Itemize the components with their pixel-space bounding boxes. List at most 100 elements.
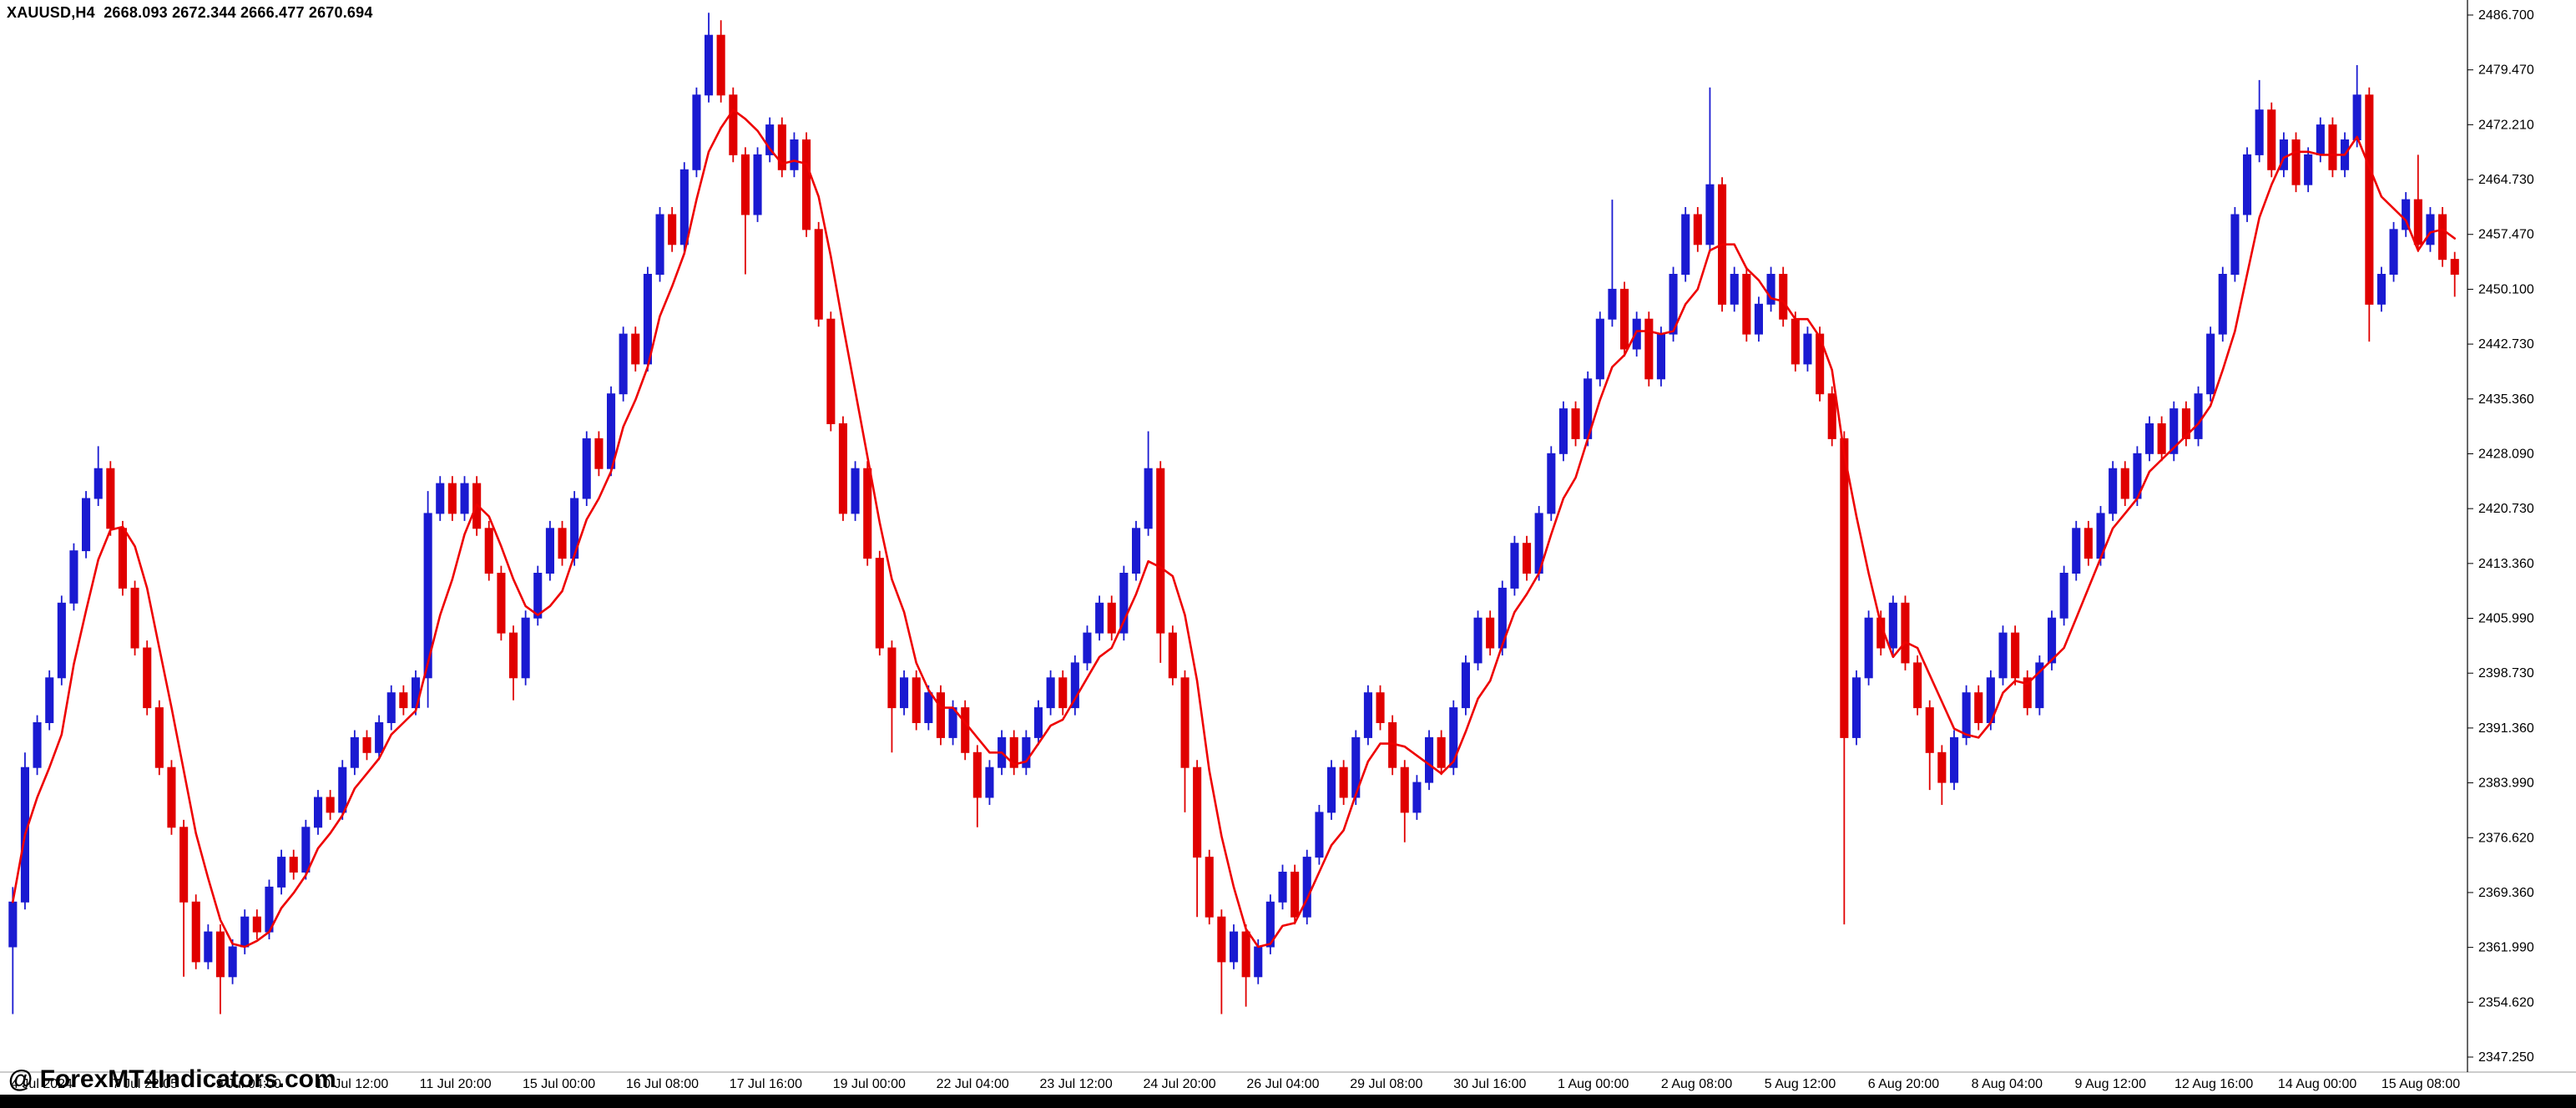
candle [582, 431, 591, 506]
candle [2438, 207, 2447, 267]
candle [1461, 655, 1471, 716]
candle [1363, 685, 1373, 746]
candle [1632, 311, 1641, 357]
candle [2426, 207, 2435, 252]
candle [1119, 565, 1129, 641]
candle [1473, 610, 1482, 670]
candle [252, 909, 261, 939]
candle [277, 849, 286, 895]
price-axis[interactable]: 2486.700 2479.470 2472.210 2464.730 2457.470… [2467, 8, 2534, 1065]
candle [863, 461, 872, 566]
time-tick-label: 10 Jul 12:00 [316, 1077, 388, 1091]
time-tick-label: 9 Aug 12:00 [2075, 1077, 2147, 1091]
candle [2072, 520, 2081, 581]
price-tick-label: 2450.100 [2478, 282, 2534, 296]
candle [2352, 65, 2361, 148]
time-tick-label: 6 Aug 20:00 [1868, 1077, 1940, 1091]
candle [1791, 311, 1800, 372]
candle [2328, 117, 2337, 178]
time-tick-label: 8 Aug 04:00 [1972, 1077, 2043, 1091]
candle [1925, 700, 1934, 791]
candle [1595, 311, 1604, 387]
candle [802, 132, 811, 237]
candle [215, 924, 225, 1014]
candle [668, 207, 677, 252]
candle [1217, 909, 1226, 1014]
candle [887, 640, 897, 753]
time-axis[interactable]: 4 Jul 2024 7 Jul 22:05 9 Jul 04:00 10 Jul 1… [11, 1077, 2460, 1091]
candle [497, 565, 506, 641]
candle [69, 543, 78, 611]
candle [1437, 730, 1446, 776]
time-tick-label: 9 Jul 04:00 [216, 1077, 281, 1091]
time-tick-label: 2 Aug 08:00 [1661, 1077, 1733, 1091]
candle [106, 461, 115, 536]
candle [2120, 461, 2129, 506]
candle [1046, 670, 1055, 716]
candle [985, 760, 994, 805]
price-tick-label: 2361.990 [2478, 941, 2534, 955]
candle [1730, 266, 1739, 312]
candle [1779, 266, 1788, 327]
candlestick-series [8, 13, 2459, 1014]
candle [1168, 625, 1177, 686]
candle [2059, 565, 2068, 626]
candle [154, 700, 164, 776]
price-tick-label: 2472.210 [2478, 118, 2534, 132]
candle [423, 491, 432, 708]
candle [179, 819, 189, 977]
candle [1193, 760, 1202, 918]
candle [558, 520, 567, 566]
candle [1278, 864, 1287, 910]
candle [2376, 266, 2386, 312]
candle [826, 311, 836, 432]
candle [545, 520, 555, 581]
candle [765, 117, 775, 163]
candle [851, 461, 860, 521]
candle [1095, 595, 1104, 641]
candle [386, 685, 396, 731]
candle [2304, 147, 2313, 193]
price-tick-label: 2442.730 [2478, 337, 2534, 352]
candle [57, 595, 66, 686]
time-tick-label: 24 Jul 20:00 [1143, 1077, 1215, 1091]
candle [1376, 685, 1385, 731]
candle [326, 790, 335, 820]
candle [1583, 371, 1593, 447]
candle [228, 939, 237, 984]
price-tick-label: 2376.620 [2478, 831, 2534, 845]
candle [191, 894, 200, 969]
candle [1803, 326, 1812, 372]
candle [1644, 311, 1654, 387]
candle [2084, 520, 2093, 566]
candle [1998, 625, 2008, 686]
candle [1107, 595, 1116, 641]
candle [2218, 266, 2227, 342]
candle [2181, 401, 2190, 447]
time-tick-label: 4 Jul 2024 [11, 1077, 73, 1091]
candle [705, 13, 714, 103]
candle [1913, 655, 1922, 716]
candle [375, 715, 384, 761]
candle [2389, 221, 2398, 282]
candle [1241, 924, 1250, 1007]
time-tick-label: 15 Jul 00:00 [523, 1077, 595, 1091]
candle [961, 700, 970, 761]
candle [1412, 775, 1422, 820]
candle [1766, 266, 1775, 312]
candle [1291, 864, 1300, 925]
candle [399, 685, 408, 716]
candle [1754, 296, 1763, 342]
candle [631, 326, 640, 372]
candle [777, 117, 786, 178]
candle [790, 132, 799, 178]
candle [1510, 535, 1519, 596]
candle [2230, 207, 2240, 282]
time-tick-label: 12 Aug 16:00 [2174, 1077, 2253, 1091]
candle [2279, 132, 2288, 178]
candle [2255, 79, 2264, 163]
candle [1033, 700, 1043, 746]
candle [1620, 281, 1629, 357]
candle [814, 221, 823, 327]
